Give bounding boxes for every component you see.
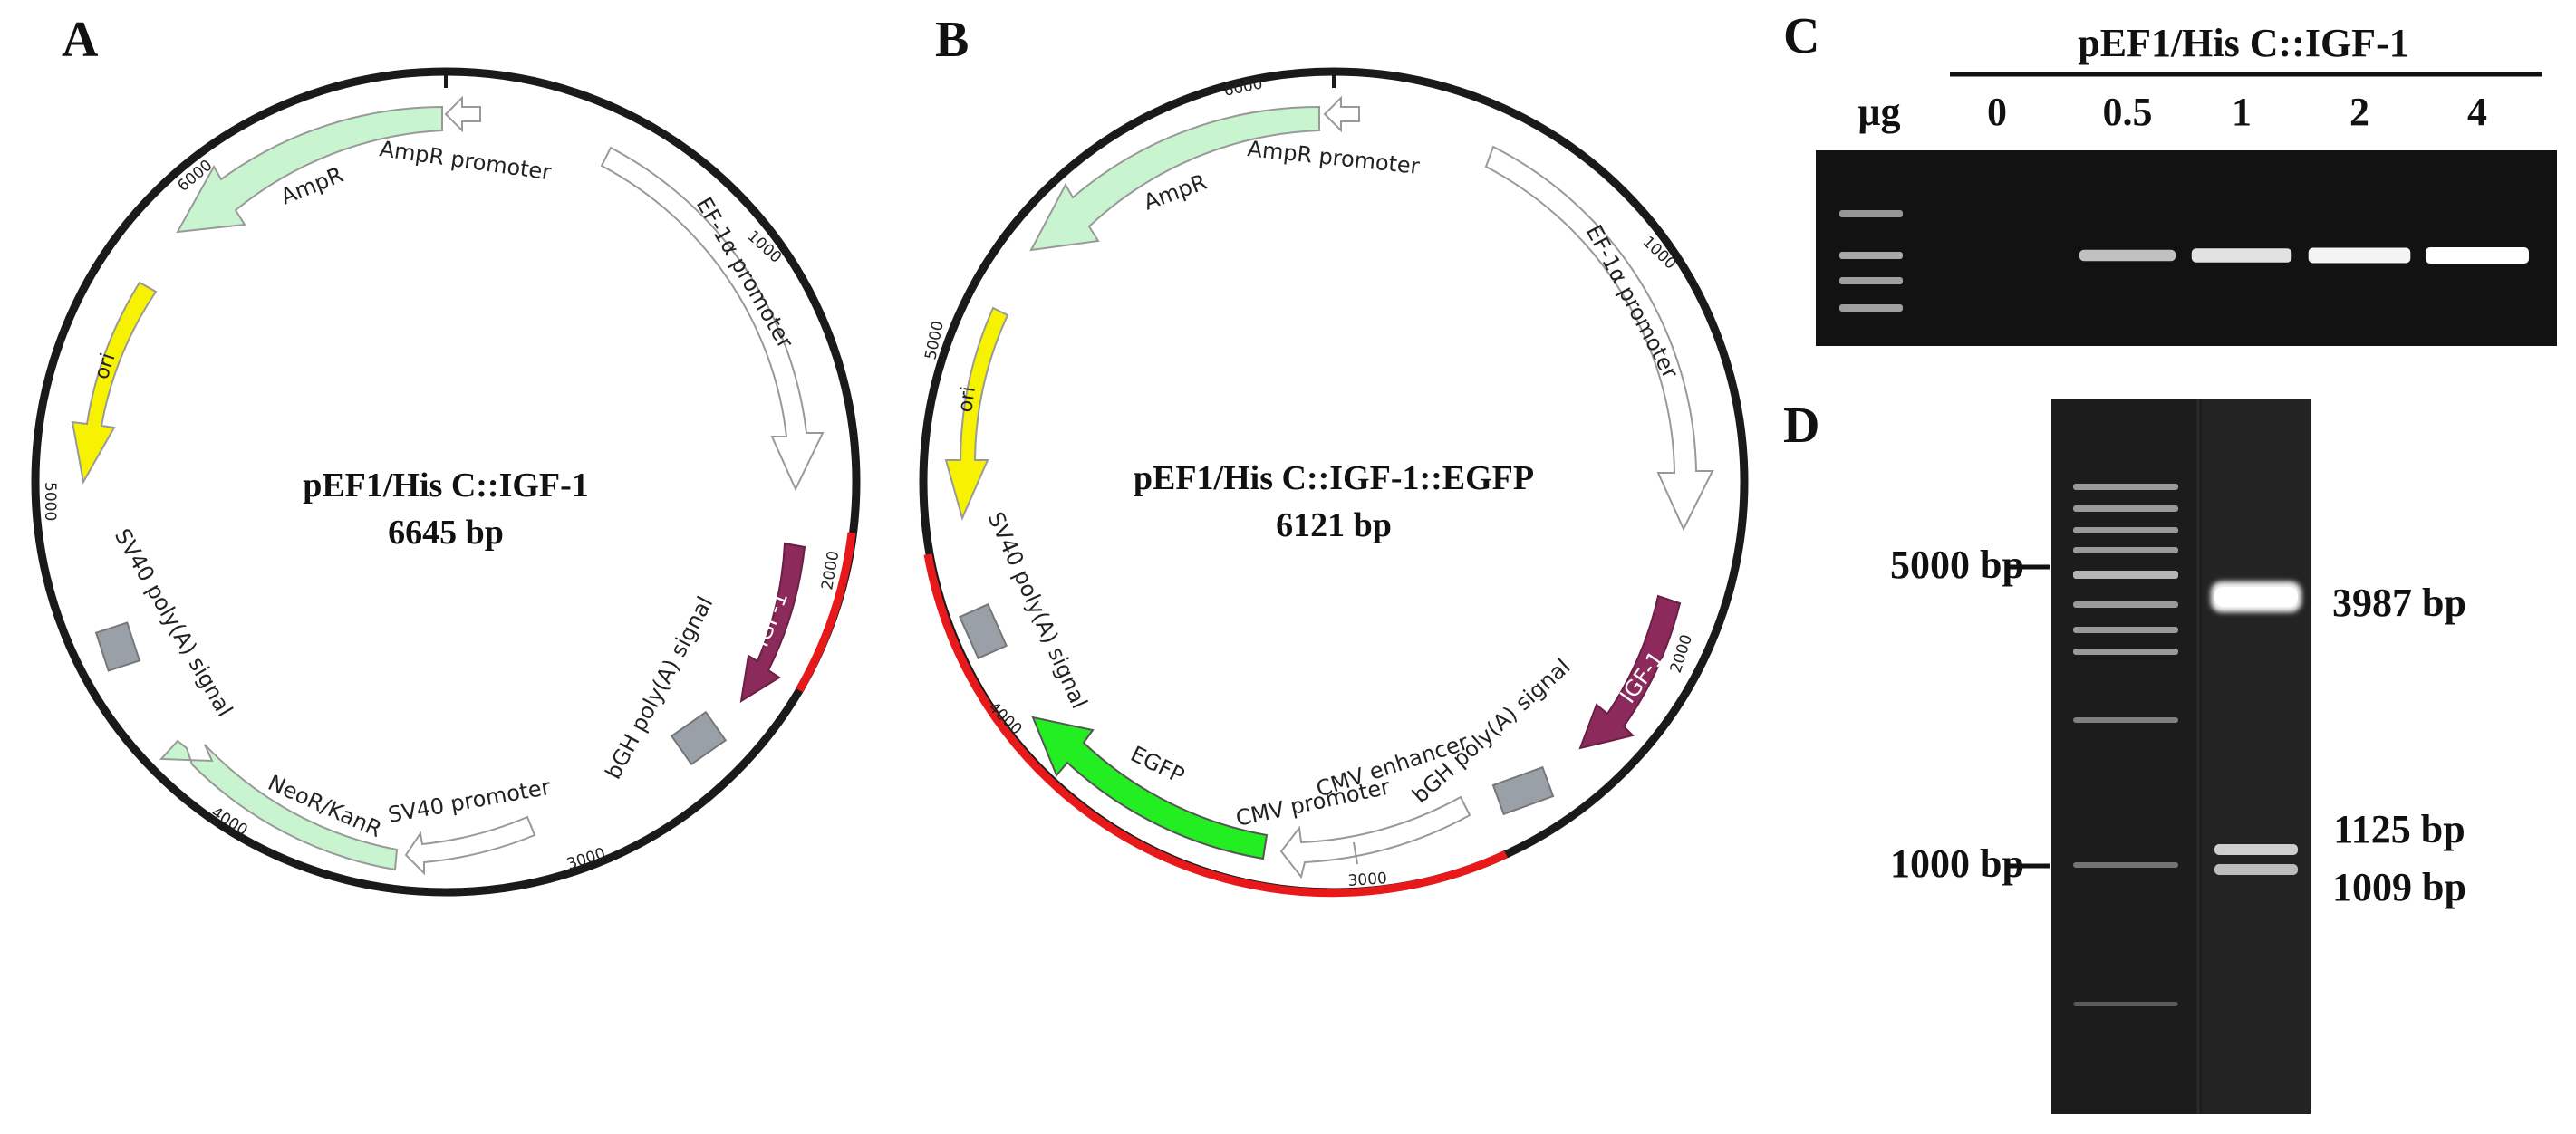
plasmid-b-label-sv40-polya: SV40 poly(A) signal [983, 508, 1093, 713]
gel-d-ladder-band [2073, 484, 2178, 490]
plasmid-b-label-ampr-promoter: AmpR promoter [1246, 136, 1421, 179]
gel-d-ladder-band [2073, 627, 2178, 633]
gel-d-ladder-band [2073, 1002, 2178, 1006]
plasmid-a-insert-arc [796, 532, 856, 693]
gel-d-ladder-band [2073, 547, 2178, 553]
panel-letter-d: D [1783, 398, 1819, 454]
gel-c-sample-bands [2079, 247, 2529, 264]
gel-c-dose-label: 4 [2467, 90, 2487, 134]
plasmid-b-tick-1000: 1000 [1639, 233, 1680, 273]
plasmid-a-bgh-polya-box [670, 710, 728, 766]
panel-letter-a: A [62, 12, 99, 68]
plasmid-b-bgh-polya-box [1491, 765, 1555, 816]
gel-c-construct-title: pEF1/His C::IGF-1 [2078, 21, 2408, 65]
plasmid-b-label-ori: ori [954, 385, 980, 414]
gel-d-ladder-band [2073, 862, 2178, 868]
plasmid-a-sv40-promoter-arrow [404, 815, 536, 876]
gel-c-dose-label: 0 [1987, 90, 2007, 134]
gel-d-label-3987: 3987 bp [2332, 581, 2466, 625]
plasmid-b-cmv-arrow [1279, 795, 1471, 879]
plasmid-b-sv40-polya-box [958, 602, 1008, 660]
gel-d-ladder-band [2073, 527, 2178, 533]
gel-d-band-1009 [2214, 864, 2298, 875]
plasmid-b-tick-6000: 6000 [1222, 74, 1264, 101]
panel-letter-c: C [1783, 8, 1819, 64]
plasmid-a-label-sv40-polya: SV40 poly(A) signal [110, 524, 237, 721]
plasmid-a-ef1a-promoter-arrow [600, 146, 825, 492]
plasmid-a-ori-arrow [71, 281, 158, 485]
plasmid-b-label-egfp: EGFP [1126, 741, 1188, 788]
plasmid-b-igf1-arrow [1578, 594, 1682, 750]
plasmid-a-label-ampr-promoter: AmpR promoter [378, 136, 553, 185]
panel-letter-b: B [935, 12, 969, 68]
plasmid-a-sv40-polya-box [94, 621, 141, 672]
gel-c-ladder-band [1839, 304, 1903, 312]
gel-d-ladder-band [2073, 717, 2178, 723]
plasmid-b-ef1a-promoter-arrow [1484, 145, 1714, 532]
plasmid-a-ampr-arrow [176, 105, 443, 234]
gel-d-band-3987-core [2214, 587, 2298, 607]
gel-c-dose-label: 0.5 [2103, 90, 2153, 134]
plasmid-b-size: 6121 bp [1276, 506, 1392, 544]
plasmid-b-tick-3000: 3000 [1347, 870, 1388, 890]
plasmid-b-name: pEF1/His C::IGF-1::EGFP [1134, 459, 1534, 497]
gel-d-ladder-band [2073, 571, 2178, 579]
plasmid-a-tick-5000: 5000 [41, 482, 59, 521]
panel-c: C pEF1/His C::IGF-1 μg 0 0.5 1 2 4 [1783, 8, 2557, 346]
plasmid-b-label-bgh: bGH poly(A) signal [1407, 654, 1575, 809]
panel-a: A 1000 2000 3000 4000 5000 6000 [31, 12, 861, 897]
gel-c-unit-label: μg [1858, 90, 1901, 134]
gel-d-ladder-band [2073, 505, 2178, 512]
gel-c-sample-band [2426, 247, 2529, 264]
plasmid-b-ampr-promoter-arrow [1323, 95, 1360, 133]
panel-b: B 1000 2000 3000 4000 5000 6000 AmpR pro… [919, 12, 1749, 898]
plasmid-a-ampr-promoter-arrow [444, 95, 481, 133]
gel-c-ladder-band [1839, 252, 1903, 259]
gel-c-sample-band [2308, 247, 2411, 264]
plasmid-b-tick-2000: 2000 [1667, 632, 1696, 675]
plasmid-b-cmv-divider [1353, 841, 1358, 865]
gel-c-ladder-band [1839, 210, 1903, 217]
gel-c-sample-band [2191, 248, 2292, 263]
gel-c-sample-band [2079, 249, 2176, 262]
plasmid-a-name: pEF1/His C::IGF-1 [303, 466, 589, 505]
gel-d-label-1125: 1125 bp [2333, 807, 2465, 851]
plasmid-a-size: 6645 bp [388, 514, 504, 552]
gel-d-marker-5000: 5000 bp [1890, 543, 2024, 587]
gel-c-dose-label: 1 [2232, 90, 2252, 134]
gel-d-label-1009: 1009 bp [2332, 865, 2466, 909]
gel-c-ladder [1839, 210, 1903, 312]
gel-d-band-1125 [2214, 844, 2298, 855]
plasmid-a-igf1-arrow [739, 542, 806, 704]
plasmid-b-label-cmv-promoter: CMV promoter [1233, 774, 1392, 831]
gel-d-ladder [2073, 484, 2178, 1006]
gel-c-ladder-band [1839, 277, 1903, 284]
plasmid-b-ampr-arrow [1029, 105, 1320, 252]
gel-d-marker-1000: 1000 bp [1890, 841, 2024, 886]
gel-d-ladder-band [2073, 649, 2178, 655]
plasmid-a-neor-arrow [159, 739, 399, 871]
plasmid-b-egfp-arrow [1031, 716, 1269, 860]
gel-d-sample-lane-shade [2202, 399, 2311, 1114]
plasmid-a-label-ef1a: EF-1α promoter [691, 193, 798, 353]
gel-c-dose-label: 2 [2349, 90, 2369, 134]
gel-d-ladder-band [2073, 601, 2178, 608]
plasmid-b-insert-arc [923, 553, 1508, 898]
plasmid-b-label-igf1: IGF-1 [1615, 647, 1669, 708]
plasmid-b-ori-arrow [944, 306, 1009, 521]
panel-d: D 5000 bp 1000 bp 3987 bp 11 [1783, 398, 2466, 1114]
